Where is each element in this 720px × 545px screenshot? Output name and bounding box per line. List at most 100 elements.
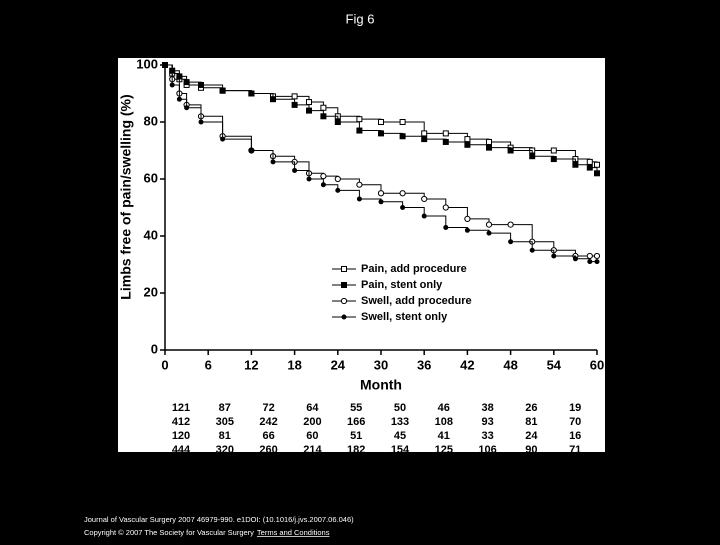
risk-count: 72 xyxy=(262,402,274,414)
data-point xyxy=(184,105,190,111)
x-tick-label: 36 xyxy=(417,357,431,372)
data-point xyxy=(334,175,341,183)
data-point xyxy=(378,199,384,205)
data-point xyxy=(442,204,449,211)
data-point xyxy=(486,144,492,151)
data-point xyxy=(291,101,298,108)
legend-marker xyxy=(341,282,347,288)
risk-count: 71 xyxy=(569,444,581,456)
data-point xyxy=(320,182,326,188)
y-axis-label: Limbs free of pain/swelling (%) xyxy=(118,94,134,299)
terms-link[interactable]: Terms and Conditions xyxy=(257,528,330,537)
data-point xyxy=(464,227,470,233)
risk-count: 26 xyxy=(525,402,537,414)
legend-marker xyxy=(341,266,347,272)
x-tick-label: 42 xyxy=(460,357,474,372)
data-point xyxy=(220,136,226,142)
data-point xyxy=(551,253,557,259)
data-point xyxy=(586,158,593,165)
data-point xyxy=(421,213,427,219)
data-point xyxy=(586,252,593,260)
data-point xyxy=(529,247,535,253)
y-tick-label: 0 xyxy=(151,341,158,356)
slide-title: Fig 6 xyxy=(346,11,375,26)
copyright-text: Copyright © 2007 The Society for Vascula… xyxy=(84,528,254,537)
risk-count: 125 xyxy=(435,444,453,456)
data-point xyxy=(169,82,175,88)
x-tick-label: 0 xyxy=(161,357,168,372)
data-point xyxy=(529,153,536,160)
data-point xyxy=(248,148,254,153)
risk-count: 320 xyxy=(216,444,234,456)
data-point xyxy=(421,130,428,137)
data-point xyxy=(320,104,327,111)
data-point xyxy=(334,119,341,125)
data-point xyxy=(572,256,578,262)
data-point xyxy=(464,136,471,143)
data-point xyxy=(320,173,327,180)
data-point xyxy=(550,156,557,163)
data-point xyxy=(486,230,492,236)
risk-count: 121 xyxy=(172,402,190,414)
data-point xyxy=(378,130,384,137)
risk-count: 60 xyxy=(306,430,318,442)
data-point xyxy=(306,107,312,114)
legend-label: Pain, stent only xyxy=(361,279,443,291)
data-point xyxy=(198,81,204,88)
risk-count: 81 xyxy=(219,430,231,442)
risk-count: 33 xyxy=(481,430,493,442)
data-point xyxy=(421,136,428,143)
x-tick-label: 6 xyxy=(205,357,212,372)
risk-count: 200 xyxy=(303,416,321,428)
data-point xyxy=(507,147,514,154)
risk-count: 70 xyxy=(569,416,581,428)
data-point xyxy=(291,93,298,100)
legend-marker xyxy=(340,297,348,305)
data-point xyxy=(508,239,514,245)
data-point xyxy=(464,215,471,222)
risk-count: 19 xyxy=(569,402,581,414)
x-tick-label: 48 xyxy=(503,357,517,372)
risk-count: 81 xyxy=(525,416,537,428)
data-point xyxy=(572,161,579,168)
risk-count: 120 xyxy=(172,430,190,442)
data-point xyxy=(306,99,312,106)
risk-count: 16 xyxy=(569,430,581,442)
data-point xyxy=(399,119,406,125)
citation: Journal of Vascular Surgery 2007 46979-9… xyxy=(84,515,354,524)
risk-count: 133 xyxy=(391,416,409,428)
risk-count: 24 xyxy=(525,430,538,442)
data-point xyxy=(399,190,406,197)
risk-count: 66 xyxy=(262,430,274,442)
data-point xyxy=(550,147,557,154)
risk-count: 305 xyxy=(216,416,234,428)
data-point xyxy=(183,79,190,86)
data-point xyxy=(507,221,514,228)
data-point xyxy=(464,141,471,148)
data-point xyxy=(399,133,406,140)
risk-count: 46 xyxy=(438,402,450,414)
data-point xyxy=(219,87,226,94)
data-point xyxy=(486,138,492,145)
risk-count: 87 xyxy=(219,402,231,414)
y-tick-label: 100 xyxy=(136,56,158,71)
risk-count: 38 xyxy=(481,402,493,414)
legend-label: Pain, add procedure xyxy=(361,263,467,275)
data-point xyxy=(400,205,406,210)
data-point xyxy=(198,119,204,125)
data-point xyxy=(442,138,449,145)
data-point xyxy=(356,127,363,134)
risk-count: 55 xyxy=(350,402,362,414)
x-tick-label: 54 xyxy=(547,357,562,372)
data-point xyxy=(176,73,183,80)
data-point xyxy=(594,259,600,265)
data-point xyxy=(421,195,428,203)
data-point xyxy=(292,167,298,173)
x-tick-label: 18 xyxy=(287,357,301,372)
risk-count: 51 xyxy=(350,430,362,442)
y-tick-label: 40 xyxy=(144,227,158,242)
y-tick-label: 60 xyxy=(144,170,158,185)
legend-label: Swell, add procedure xyxy=(361,295,472,307)
data-point xyxy=(594,161,600,168)
data-point xyxy=(248,90,255,97)
